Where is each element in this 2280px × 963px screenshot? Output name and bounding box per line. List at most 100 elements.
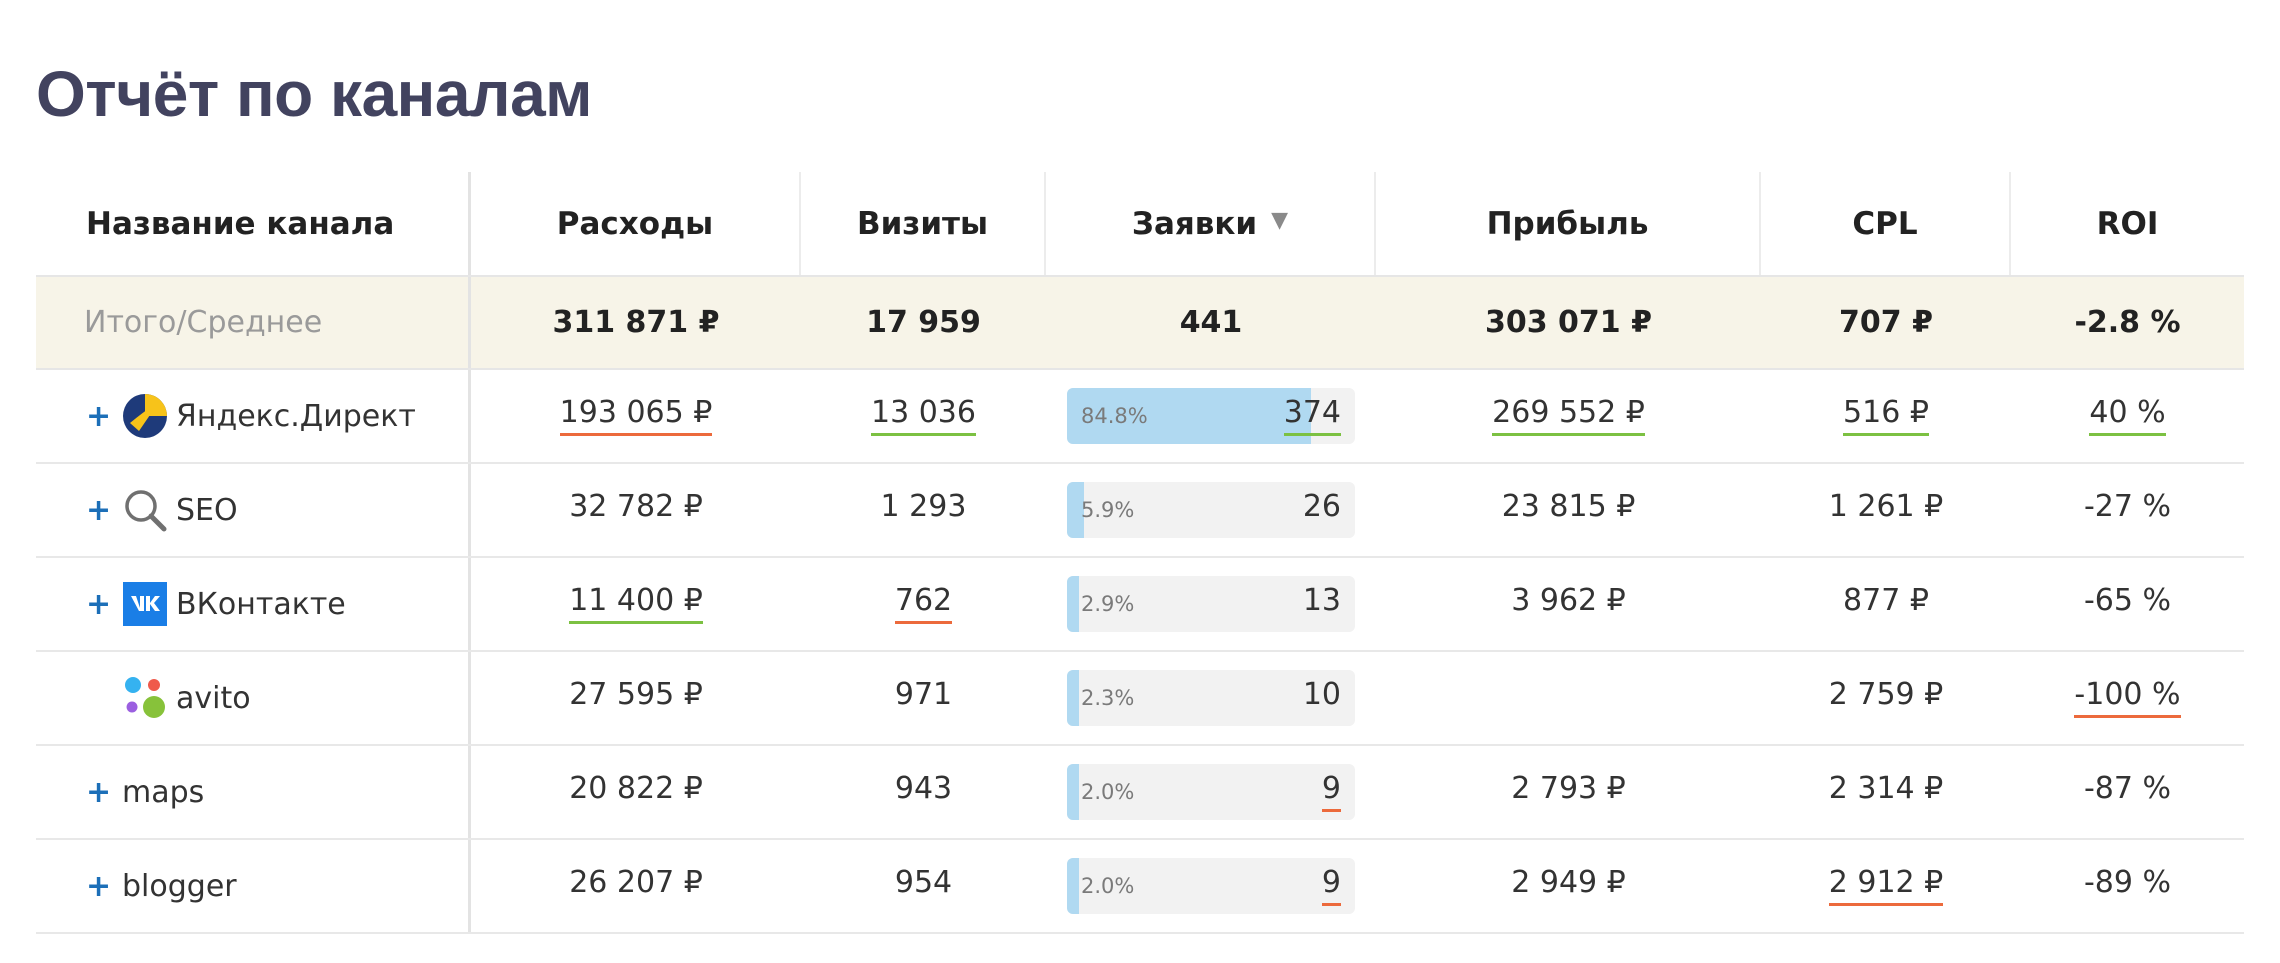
leads-share-bar: 2.0% 9 <box>1067 764 1355 820</box>
leads-count: 9 <box>1321 858 1341 914</box>
channel-name[interactable]: Яндекс.Директ <box>176 398 416 434</box>
visits-cell: 954 <box>801 840 1046 932</box>
costs-value: 27 595 ₽ <box>569 677 703 712</box>
profit-cell: 269 552 ₽ <box>1376 370 1761 462</box>
leads-value: 26 <box>1302 489 1341 524</box>
roi-value: -87 % <box>2083 771 2172 806</box>
profit-cell <box>1376 652 1761 744</box>
channel-name[interactable]: ВКонтакте <box>176 586 346 622</box>
col-header-roi[interactable]: ROI <box>2096 205 2159 242</box>
visits-value: 954 <box>894 865 953 900</box>
costs-value: 32 782 ₽ <box>569 489 703 524</box>
cpl-cell: 2 912 ₽ <box>1761 840 2011 932</box>
leads-share-percent: 2.3% <box>1081 686 1135 710</box>
visits-cell: 1 293 <box>801 464 1046 556</box>
table-row-maps: + maps 20 822 ₽ 943 2.0% 9 2 793 ₽ 2 314 ₽ -87 % <box>36 746 2244 840</box>
leads-share-percent: 2.9% <box>1081 592 1135 616</box>
channel-name[interactable]: avito <box>176 680 251 716</box>
table-row-blogger: + blogger 26 207 ₽ 954 2.0% 9 2 949 ₽ 2 912 ₽ -8… <box>36 840 2244 934</box>
cpl-value: 877 ₽ <box>1843 583 1929 618</box>
leads-value: 10 <box>1302 677 1341 712</box>
total-label: Итого/Среднее <box>36 277 471 368</box>
total-roi: -2.8 % <box>2074 305 2181 340</box>
col-header-leads[interactable]: Заявки ▼ <box>1046 172 1376 275</box>
sort-desc-icon[interactable]: ▼ <box>1271 208 1289 233</box>
cpl-value: 2 314 ₽ <box>1828 771 1944 806</box>
total-cpl: 707 ₽ <box>1839 305 1933 340</box>
roi-cell: -65 % <box>2011 558 2244 650</box>
expand-plus-icon[interactable]: + <box>86 492 112 528</box>
leads-value: 9 <box>1321 866 1341 906</box>
roi-value: 40 % <box>2089 396 2166 436</box>
visits-cell: 762 <box>801 558 1046 650</box>
profit-cell: 3 962 ₽ <box>1376 558 1761 650</box>
channel-name[interactable]: SEO <box>176 492 238 528</box>
visits-value: 943 <box>894 771 953 806</box>
cpl-cell: 877 ₽ <box>1761 558 2011 650</box>
profit-value: 2 949 ₽ <box>1511 865 1626 900</box>
leads-share-bar: 2.9% 13 <box>1067 576 1355 632</box>
visits-cell: 943 <box>801 746 1046 838</box>
leads-share-bar: 2.0% 9 <box>1067 858 1355 914</box>
visits-value: 1 293 <box>880 489 967 524</box>
leads-count: 13 <box>1303 576 1341 632</box>
total-costs: 311 871 ₽ <box>552 305 720 340</box>
col-header-visits[interactable]: Визиты <box>801 172 1046 275</box>
channel-cell: + Яндекс.Директ <box>36 370 471 462</box>
avito-icon <box>122 675 168 721</box>
roi-cell: 40 % <box>2011 370 2244 462</box>
channel-cell: + maps <box>36 746 471 838</box>
leads-share-fill <box>1067 764 1079 820</box>
channel-name[interactable]: maps <box>122 774 205 810</box>
channels-table: Название канала Расходы Визиты Заявки ▼ … <box>36 172 2244 934</box>
expand-plus-icon[interactable]: + <box>86 774 112 810</box>
visits-value: 971 <box>894 677 953 712</box>
leads-value: 374 <box>1283 396 1341 436</box>
total-profit: 303 071 ₽ <box>1484 305 1652 340</box>
expand-plus-icon[interactable]: + <box>86 398 112 434</box>
leads-share-fill <box>1067 670 1079 726</box>
profit-value: 23 815 ₽ <box>1501 489 1636 524</box>
channel-cell: + SEO <box>36 464 471 556</box>
leads-share-percent: 2.0% <box>1081 874 1135 898</box>
roi-value: -65 % <box>2083 583 2172 618</box>
col-header-channel[interactable]: Название канала <box>36 172 471 275</box>
col-header-profit[interactable]: Прибыль <box>1376 172 1761 275</box>
costs-cell: 26 207 ₽ <box>471 840 801 932</box>
channel-name[interactable]: blogger <box>122 868 237 904</box>
channel-cell: avito <box>36 652 471 744</box>
roi-cell: -100 % <box>2011 652 2244 744</box>
roi-value: -89 % <box>2083 865 2172 900</box>
costs-value: 26 207 ₽ <box>569 865 703 900</box>
leads-count: 9 <box>1321 764 1341 820</box>
cpl-cell: 2 759 ₽ <box>1761 652 2011 744</box>
costs-cell: 20 822 ₽ <box>471 746 801 838</box>
expand-plus-icon[interactable]: + <box>86 868 112 904</box>
vk-icon <box>122 581 168 627</box>
leads-share-percent: 5.9% <box>1081 498 1135 522</box>
roi-cell: -87 % <box>2011 746 2244 838</box>
leads-share-percent: 2.0% <box>1081 780 1135 804</box>
leads-share-fill <box>1067 482 1084 538</box>
profit-cell: 2 793 ₽ <box>1376 746 1761 838</box>
col-header-costs[interactable]: Расходы <box>471 172 801 275</box>
costs-cell: 32 782 ₽ <box>471 464 801 556</box>
costs-cell: 193 065 ₽ <box>471 370 801 462</box>
roi-cell: -27 % <box>2011 464 2244 556</box>
expand-plus-icon[interactable]: + <box>86 586 112 622</box>
leads-share-fill <box>1067 576 1079 632</box>
visits-value: 13 036 <box>871 396 976 436</box>
col-header-cpl[interactable]: CPL <box>1761 172 2011 275</box>
leads-count: 374 <box>1283 388 1341 444</box>
leads-share-fill <box>1067 388 1312 444</box>
table-row-вконтакте: + ВКонтакте 11 400 ₽ 762 2.9% 13 3 962 ₽ 877 ₽ -… <box>36 558 2244 652</box>
profit-cell: 23 815 ₽ <box>1376 464 1761 556</box>
table-header: Название канала Расходы Визиты Заявки ▼ … <box>36 172 2244 275</box>
leads-value: 9 <box>1321 772 1341 812</box>
costs-cell: 27 595 ₽ <box>471 652 801 744</box>
yandex-direct-icon <box>122 393 168 439</box>
roi-value: -27 % <box>2083 489 2172 524</box>
costs-cell: 11 400 ₽ <box>471 558 801 650</box>
total-row: Итого/Среднее 311 871 ₽ 17 959 441 303 0… <box>36 275 2244 370</box>
channel-cell: + blogger <box>36 840 471 932</box>
